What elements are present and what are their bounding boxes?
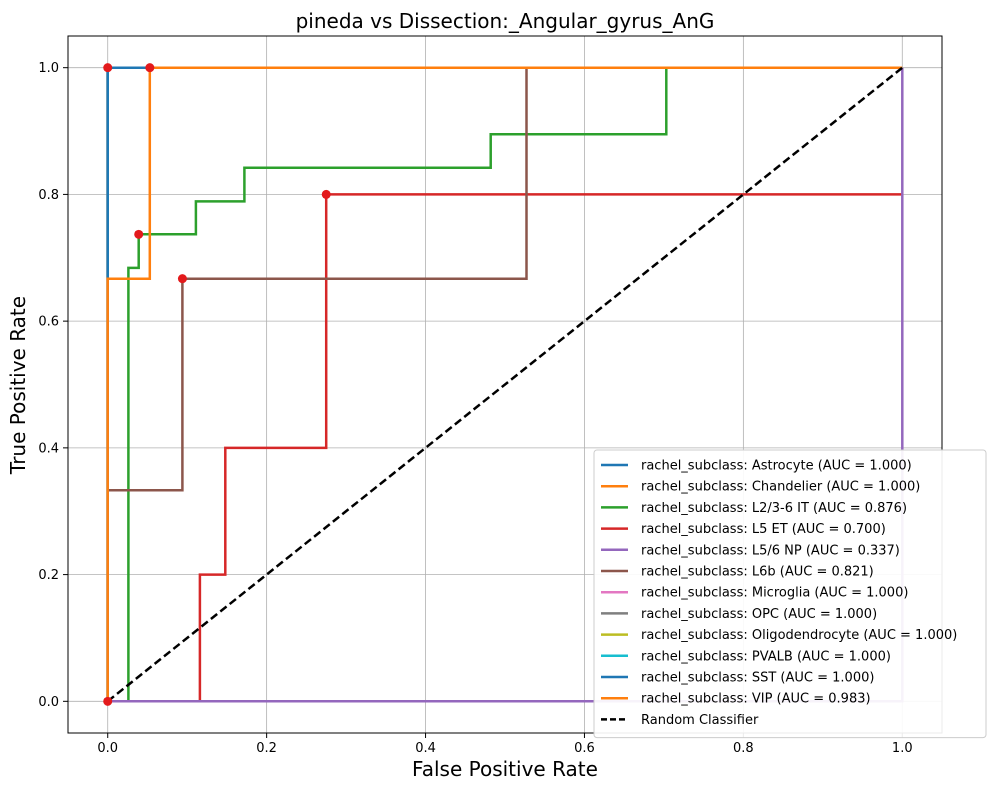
legend: rachel_subclass: Astrocyte (AUC = 1.000)… (593, 449, 987, 739)
legend-label: rachel_subclass: L6b (AUC = 0.821) (641, 565, 874, 580)
y-tick-label: 1.0 (38, 61, 59, 76)
y-axis-label: True Positive Rate (6, 296, 30, 475)
legend-label: rachel_subclass: Chandelier (AUC = 1.000… (641, 480, 920, 495)
plot-frame (67, 35, 943, 734)
roc-curve (106, 66, 903, 702)
legend-label: Random Classifier (641, 713, 759, 728)
legend-label: rachel_subclass: L5 ET (AUC = 0.700) (641, 522, 886, 537)
y-tick-label: 0.4 (38, 441, 59, 456)
legend-box (593, 449, 987, 739)
legend-label: rachel_subclass: Microglia (AUC = 1.000) (641, 586, 908, 601)
random-classifier-line (106, 66, 904, 703)
threshold-point (103, 63, 113, 73)
legend-label: rachel_subclass: OPC (AUC = 1.000) (641, 607, 877, 622)
legend-label: rachel_subclass: PVALB (AUC = 1.000) (641, 649, 891, 664)
legend-label: rachel_subclass: Oligodendrocyte (AUC = … (641, 628, 957, 643)
x-axis-ticks: 0.0 0.2 0.4 0.6 0.8 1.0 (97, 733, 913, 756)
threshold-point (134, 229, 144, 239)
y-axis-ticks: 0.0 0.2 0.4 0.6 0.8 1.0 (38, 61, 68, 710)
chart-title: pineda vs Dissection:_Angular_gyrus_AnG (296, 9, 715, 33)
legend-label: rachel_subclass: L5/6 NP (AUC = 0.337) (641, 543, 900, 558)
legend-label: rachel_subclass: Astrocyte (AUC = 1.000) (641, 459, 912, 474)
y-tick-label: 0.6 (38, 315, 59, 330)
y-tick-label: 0.8 (38, 188, 59, 203)
x-tick-label: 0.8 (733, 741, 754, 756)
x-tick-label: 1.0 (892, 741, 913, 756)
x-tick-label: 0.6 (574, 741, 595, 756)
threshold-points (103, 63, 331, 706)
threshold-point (103, 696, 113, 706)
x-tick-label: 0.0 (97, 741, 118, 756)
legend-label: rachel_subclass: L2/3-6 IT (AUC = 0.876) (641, 501, 907, 516)
threshold-point (321, 189, 331, 199)
threshold-point (145, 63, 155, 73)
legend-label: rachel_subclass: VIP (AUC = 0.983) (641, 692, 871, 707)
threshold-point (177, 274, 187, 284)
x-tick-label: 0.4 (415, 741, 436, 756)
legend-label: rachel_subclass: SST (AUC = 1.000) (641, 671, 874, 686)
roc-curve (127, 66, 903, 702)
y-tick-label: 0.2 (38, 568, 59, 583)
x-tick-label: 0.2 (256, 741, 277, 756)
x-axis-label: False Positive Rate (412, 757, 598, 781)
y-tick-label: 0.0 (38, 695, 59, 710)
